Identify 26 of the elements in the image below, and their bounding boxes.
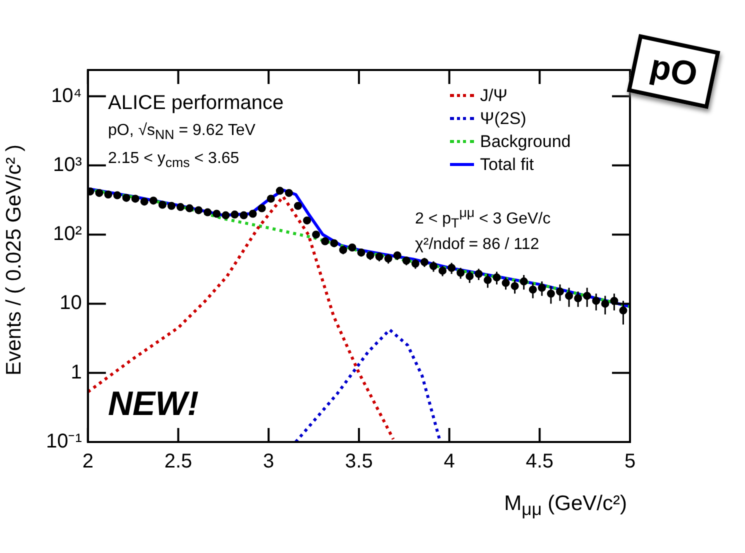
y-tick-label: 10⁻¹ (46, 430, 82, 453)
annotation: χ²/ndof = 86 / 112 (415, 236, 540, 254)
annotation: 2 < p$_{T}$$^{μμ}$ < 3 GeV/c (415, 205, 551, 231)
x-tick-label: 4.5 (526, 450, 554, 473)
y-tick-label: 10 (60, 292, 82, 314)
legend-label: Total fit (480, 154, 534, 176)
annotation: NEW! (108, 385, 199, 424)
x-tick-label: 3 (263, 450, 274, 473)
x-tick-label: 4 (444, 450, 455, 473)
legend-label: J/Ψ (480, 85, 508, 107)
x-axis-title: M$_{μμ}$ (GeV/c²) (504, 492, 627, 520)
annotation: pO, √s$_{NN}$ = 9.62 TeV (108, 122, 256, 142)
y-axis-title: Events / ( 0.025 GeV/c² ) (3, 144, 27, 376)
y-tick-label: 10² (53, 223, 82, 246)
x-tick-label: 2 (82, 450, 94, 473)
x-tick-label: 5 (624, 450, 636, 473)
y-tick-label: 10⁴ (51, 84, 82, 107)
y-tick-label: 1 (70, 361, 82, 384)
x-tick-label: 2.5 (164, 450, 192, 473)
legend-label: Ψ(2S) (480, 108, 526, 130)
text: pO (626, 34, 720, 110)
x-tick-label: 3.5 (345, 450, 373, 473)
y-tick-label: 10³ (53, 154, 82, 176)
legend-label: Background (480, 131, 571, 153)
annotation: 2.15 < y$_{cms}$ < 3.65 (108, 150, 240, 170)
annotation: ALICE performance (108, 92, 284, 115)
